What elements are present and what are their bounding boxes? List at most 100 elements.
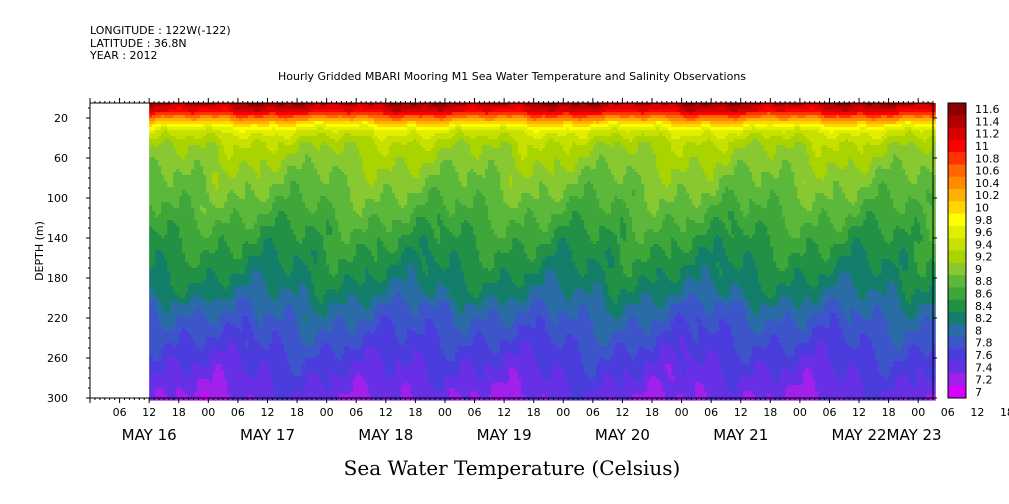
colorbar-label: 11.4: [975, 115, 1000, 128]
colorbar-swatch: [948, 164, 966, 178]
colorbar-label: 8: [975, 324, 982, 337]
colorbar-swatch: [948, 361, 966, 374]
colorbar-label: 11.2: [975, 128, 1000, 141]
x-day-label: MAY 17: [240, 426, 295, 444]
colorbar-swatch: [948, 213, 966, 227]
x-hour-label: 06: [113, 406, 127, 419]
y-axis-label: DEPTH (m): [33, 221, 46, 281]
x-hour-label: 18: [172, 406, 186, 419]
colorbar-frame: [947, 102, 967, 399]
longitude-label: LONGITUDE : 122W(-122): [90, 25, 231, 37]
colorbar-label: 9.6: [975, 226, 993, 239]
colorbar-label: 10.4: [975, 177, 1000, 190]
x-hour-label: 18: [645, 406, 659, 419]
colorbar-label: 8.2: [975, 312, 993, 325]
x-hour-label: 18: [527, 406, 541, 419]
colorbar-label: 7: [975, 386, 982, 399]
x-hour-label: 00: [556, 406, 570, 419]
colorbar-swatch: [948, 201, 966, 215]
colorbar-swatch: [948, 152, 966, 165]
colorbar-swatch: [948, 176, 966, 190]
colorbar-label: 7.6: [975, 349, 993, 362]
y-tick-label: 260: [47, 352, 68, 365]
colorbar-label: 8.6: [975, 288, 993, 301]
colorbar-swatch: [948, 373, 966, 387]
x-hour-label: 12: [852, 406, 866, 419]
colorbar-swatch: [948, 275, 966, 288]
x-hour-label: 00: [438, 406, 452, 419]
colorbar-swatch: [948, 385, 966, 399]
colorbar-label: 9: [975, 263, 982, 276]
colorbar-swatch: [948, 299, 966, 313]
x-hour-label: 18: [882, 406, 896, 419]
y-tick-label: 300: [47, 392, 68, 405]
x-hour-label: 00: [320, 406, 334, 419]
x-hour-label: 12: [615, 406, 629, 419]
x-hour-label: 12: [379, 406, 393, 419]
colorbar-swatch: [948, 189, 966, 202]
x-hour-label: 06: [468, 406, 482, 419]
x-hour-label: 00: [793, 406, 807, 419]
colorbar-swatch: [948, 103, 966, 116]
chart-title: Hourly Gridded MBARI Mooring M1 Sea Wate…: [278, 70, 746, 83]
x-day-label: MAY 19: [477, 426, 532, 444]
temperature-field: [149, 103, 936, 401]
colorbar-swatch: [948, 287, 966, 301]
x-day-label: MAY 18: [358, 426, 413, 444]
x-hour-label: 06: [231, 406, 245, 419]
x-hour-label: 06: [586, 406, 600, 419]
colorbar-label: 11.6: [975, 103, 1000, 116]
colorbar-label: 7.8: [975, 337, 993, 350]
colorbar-label: 9.4: [975, 238, 993, 251]
x-hour-label: 12: [734, 406, 748, 419]
x-hour-label: 06: [941, 406, 955, 419]
colorbar-label: 10.2: [975, 189, 1000, 202]
x-day-label: MAY 23: [887, 426, 942, 444]
x-hour-label: 12: [260, 406, 274, 419]
x-hour-label: 12: [970, 406, 984, 419]
x-day-label: MAY 21: [713, 426, 768, 444]
year-label: YEAR : 2012: [90, 50, 158, 62]
colorbar-swatch: [948, 238, 966, 251]
colorbar-swatch: [948, 348, 966, 362]
y-tick-label: 140: [47, 232, 68, 245]
x-hour-label: 12: [142, 406, 156, 419]
x-hour-label: 00: [675, 406, 689, 419]
colorbar-swatch: [948, 324, 966, 337]
colorbar-label: 10.8: [975, 152, 1000, 165]
colorbar-label: 8.8: [975, 275, 993, 288]
colorbar-label: 7.2: [975, 374, 993, 387]
x-hour-label: 18: [763, 406, 777, 419]
axes: 20 60 100 140 180 220 260 300 06 12 18 00 06 12 18 00 06…: [47, 98, 1009, 444]
colorbar-label: 8.4: [975, 300, 993, 313]
colorbar-swatch: [948, 115, 966, 128]
x-hour-label: 18: [290, 406, 304, 419]
colorbar-swatch: [948, 262, 966, 276]
y-tick-label: 180: [47, 272, 68, 285]
colorbar-label: 10.6: [975, 165, 1000, 178]
x-hour-label: 06: [704, 406, 718, 419]
plot-frame: [89, 102, 934, 399]
colorbar-label: 9.8: [975, 214, 993, 227]
latitude-label: LATITUDE : 36.8N: [90, 38, 187, 50]
colorbar-swatch: [948, 225, 966, 239]
y-tick-label: 60: [54, 152, 68, 165]
colorbar-swatch: [948, 250, 966, 264]
colorbar-swatch: [948, 127, 966, 141]
x-day-label: MAY 20: [595, 426, 650, 444]
x-hour-label: 06: [349, 406, 363, 419]
colorbar-label: 7.4: [975, 361, 993, 374]
y-tick-label: 220: [47, 312, 68, 325]
x-hour-label: 18: [1000, 406, 1009, 419]
x-hour-label: 00: [911, 406, 925, 419]
x-day-label: MAY 22: [832, 426, 887, 444]
colorbar-swatch: [948, 336, 966, 350]
colorbar-label: 10: [975, 201, 989, 214]
colorbar-swatch: [948, 311, 966, 325]
colorbar-label: 9.2: [975, 251, 993, 264]
x-hour-label: 00: [201, 406, 215, 419]
x-hour-label: 06: [822, 406, 836, 419]
y-tick-label: 100: [47, 192, 68, 205]
colorbar-swatch: [948, 139, 966, 153]
